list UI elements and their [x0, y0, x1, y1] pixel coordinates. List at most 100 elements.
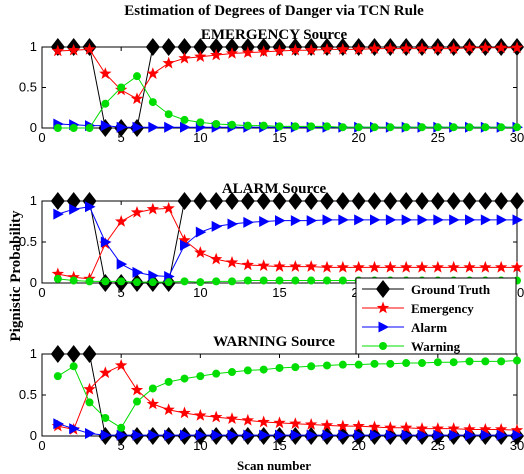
- point-emergency: [463, 422, 476, 435]
- point-alarm: [69, 423, 80, 435]
- point-alarm: [465, 429, 476, 441]
- point-emergency: [384, 421, 397, 434]
- y-tick-label: 0: [30, 275, 37, 290]
- point-emergency: [479, 41, 492, 54]
- point-warning: [497, 123, 506, 132]
- legend-marker-warning: [379, 342, 387, 350]
- point-warning: [275, 363, 284, 372]
- point-warning: [513, 356, 521, 365]
- x-axis-label: Scan number: [237, 458, 311, 473]
- point-emergency: [257, 45, 270, 58]
- x-tick-label: 0: [38, 438, 45, 453]
- point-emergency: [146, 397, 160, 410]
- point-alarm: [132, 429, 143, 441]
- x-tick-label: 5: [118, 438, 125, 453]
- point-warning: [148, 98, 157, 107]
- point-warning: [196, 118, 205, 127]
- point-ground-truth: [145, 38, 160, 56]
- point-ground-truth: [335, 192, 350, 210]
- point-emergency: [447, 260, 460, 273]
- legend-label-warning: Warning: [411, 339, 461, 354]
- point-ground-truth: [66, 345, 81, 363]
- point-emergency: [479, 422, 492, 435]
- series-line-emergency: [57, 364, 518, 431]
- point-alarm: [417, 214, 428, 226]
- point-alarm: [290, 215, 302, 227]
- panel-3: WARNING Source 0 5 10 15 20 25 30 0 0.5 1: [19, 334, 524, 453]
- point-emergency: [289, 43, 302, 56]
- legend-label-emergency: Emergency: [411, 301, 474, 316]
- point-alarm: [259, 429, 270, 441]
- point-warning: [117, 83, 126, 92]
- point-warning: [418, 359, 426, 368]
- point-ground-truth: [193, 192, 208, 210]
- point-warning: [513, 123, 521, 132]
- point-emergency: [209, 252, 223, 265]
- point-alarm: [148, 429, 159, 441]
- legend-marker-ground-truth: [376, 280, 390, 298]
- point-alarm: [164, 429, 175, 441]
- point-ground-truth: [399, 192, 414, 210]
- point-warning: [338, 123, 347, 132]
- point-alarm: [53, 418, 64, 430]
- point-emergency: [273, 44, 286, 57]
- point-ground-truth: [383, 192, 398, 210]
- point-emergency: [225, 256, 239, 268]
- point-ground-truth: [272, 192, 287, 210]
- point-emergency: [384, 260, 397, 273]
- x-tick-label: 5: [118, 130, 125, 145]
- point-ground-truth: [415, 192, 429, 210]
- point-emergency: [447, 422, 460, 434]
- series-line-emergency: [57, 47, 517, 100]
- point-emergency: [384, 42, 397, 54]
- point-warning: [497, 357, 506, 366]
- point-emergency: [336, 42, 350, 55]
- point-ground-truth: [161, 38, 176, 56]
- point-emergency: [399, 42, 413, 54]
- point-emergency: [479, 260, 492, 273]
- point-emergency: [83, 382, 96, 395]
- legend-marker-emergency: [376, 301, 390, 314]
- point-emergency: [399, 260, 413, 273]
- point-warning: [481, 123, 490, 132]
- point-alarm: [195, 226, 207, 238]
- point-warning: [259, 121, 268, 130]
- point-alarm: [433, 429, 444, 441]
- point-alarm: [322, 429, 333, 441]
- point-emergency: [241, 258, 255, 271]
- point-emergency: [146, 202, 160, 215]
- x-tick-label: 30: [510, 130, 524, 145]
- point-emergency: [99, 67, 112, 79]
- point-alarm: [180, 239, 191, 251]
- point-emergency: [225, 412, 239, 425]
- point-emergency: [146, 67, 160, 79]
- point-alarm: [354, 214, 365, 226]
- point-emergency: [289, 417, 302, 429]
- y-tick-label: 0.5: [19, 234, 37, 249]
- point-alarm: [100, 236, 112, 248]
- point-warning: [133, 397, 141, 406]
- point-alarm: [290, 429, 302, 441]
- point-emergency: [368, 42, 381, 54]
- point-warning: [307, 276, 316, 285]
- point-alarm: [132, 266, 143, 278]
- legend-label-alarm: Alarm: [411, 320, 447, 335]
- point-emergency: [83, 42, 96, 55]
- y-tick-label: 0.5: [19, 80, 37, 95]
- point-emergency: [130, 383, 144, 396]
- point-alarm: [306, 215, 318, 227]
- point-warning: [433, 123, 442, 132]
- point-warning: [164, 278, 173, 287]
- point-emergency: [114, 215, 128, 227]
- point-emergency: [194, 246, 207, 258]
- y-tick-label: 0: [30, 120, 37, 135]
- point-alarm: [433, 214, 444, 226]
- point-warning: [291, 363, 300, 372]
- point-emergency: [494, 422, 508, 435]
- point-warning: [370, 123, 379, 132]
- point-warning: [323, 361, 331, 370]
- point-warning: [69, 362, 78, 371]
- point-emergency: [320, 42, 334, 55]
